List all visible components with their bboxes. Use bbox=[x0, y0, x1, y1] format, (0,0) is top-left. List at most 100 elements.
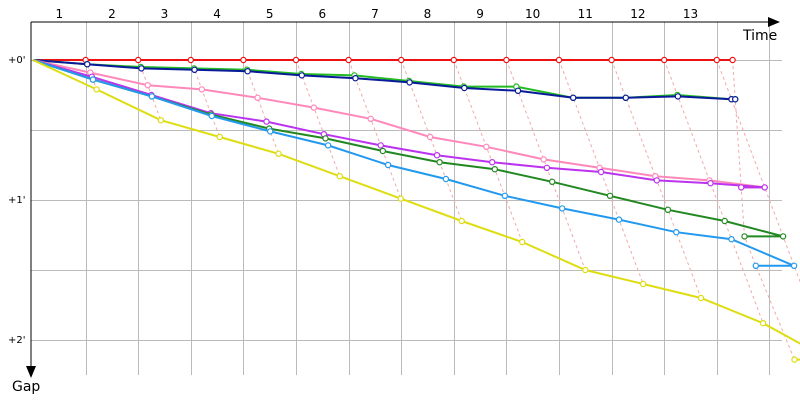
x-tick-label: 13 bbox=[683, 7, 698, 21]
series-point bbox=[324, 142, 332, 149]
series-point bbox=[570, 94, 577, 102]
series-point bbox=[489, 158, 496, 166]
series-point bbox=[322, 135, 329, 142]
series-point bbox=[622, 94, 630, 102]
series-point bbox=[93, 86, 100, 93]
series-point bbox=[752, 262, 760, 269]
series-point bbox=[461, 84, 468, 92]
x-tick-label: 1 bbox=[55, 7, 63, 21]
series-point bbox=[292, 56, 300, 64]
x-tick-label: 10 bbox=[525, 7, 540, 21]
series-point bbox=[519, 238, 526, 246]
series-point bbox=[503, 56, 510, 64]
axes: Time Gap bbox=[12, 17, 780, 395]
series-point bbox=[267, 128, 274, 135]
series-point bbox=[191, 66, 198, 74]
series-point bbox=[483, 143, 490, 150]
series-point bbox=[707, 179, 714, 187]
series-point bbox=[640, 280, 647, 288]
series-point bbox=[458, 217, 465, 225]
x-tick-label: 11 bbox=[578, 7, 593, 21]
series-point bbox=[543, 164, 551, 171]
x-tick-labels: 1 2 3 4 5 6 7 8 9 10 11 12 13 bbox=[55, 7, 698, 21]
series-point bbox=[729, 56, 736, 64]
series-point bbox=[83, 60, 91, 68]
series-point bbox=[134, 56, 142, 64]
series-point bbox=[450, 56, 457, 64]
series-point bbox=[138, 65, 145, 72]
series-point bbox=[352, 74, 359, 82]
series-point bbox=[436, 158, 443, 166]
x-tick-label: 12 bbox=[630, 7, 645, 21]
x-tick-label: 4 bbox=[213, 7, 221, 21]
series-point bbox=[254, 94, 261, 102]
x-axis-title: Time bbox=[742, 28, 777, 44]
series-point bbox=[244, 67, 251, 75]
series-point bbox=[615, 216, 623, 223]
series-point bbox=[653, 177, 661, 184]
finish-connector-line bbox=[732, 59, 795, 360]
series-point bbox=[738, 184, 745, 191]
series-point bbox=[148, 93, 156, 100]
y-tick-label: +0' bbox=[8, 55, 26, 66]
series-point bbox=[759, 320, 767, 327]
series-point bbox=[597, 168, 605, 176]
series-point bbox=[397, 195, 404, 202]
series-point bbox=[713, 56, 721, 64]
lap-connector-line bbox=[190, 59, 221, 138]
grid-lines bbox=[31, 22, 782, 375]
series-point bbox=[379, 147, 386, 155]
lap-connectors bbox=[85, 59, 800, 360]
series-point bbox=[240, 56, 247, 64]
series-point bbox=[559, 205, 566, 212]
series-point bbox=[741, 233, 748, 240]
x-tick-label: 5 bbox=[266, 7, 274, 21]
series-point bbox=[779, 233, 787, 240]
series-point bbox=[661, 56, 668, 64]
series-point bbox=[345, 56, 352, 64]
lap-connector-line bbox=[400, 59, 463, 222]
series-point bbox=[728, 235, 735, 243]
lap-connector-line bbox=[663, 59, 764, 324]
series-point bbox=[398, 56, 405, 64]
lap-connector-line bbox=[453, 59, 523, 243]
x-tick-label: 2 bbox=[108, 7, 116, 21]
series-point bbox=[514, 87, 522, 95]
series-point bbox=[89, 76, 97, 83]
x-axis-arrow-icon bbox=[768, 17, 780, 27]
series-point bbox=[732, 95, 739, 103]
series-point bbox=[721, 217, 728, 225]
series-point bbox=[697, 294, 705, 302]
y-tick-labels: +0' +1' +2' bbox=[8, 55, 26, 346]
series-lines bbox=[32, 56, 800, 363]
y-tick-label: +1' bbox=[8, 195, 26, 206]
series-point bbox=[791, 356, 798, 363]
y-axis-title: Gap bbox=[12, 379, 40, 395]
series-point bbox=[377, 142, 384, 149]
series-point bbox=[664, 206, 672, 213]
x-tick-label: 6 bbox=[318, 7, 326, 21]
series-point bbox=[426, 133, 434, 141]
series-point bbox=[433, 151, 441, 159]
series-point bbox=[298, 72, 305, 79]
y-tick-label: +2' bbox=[8, 335, 26, 346]
x-tick-label: 7 bbox=[371, 7, 379, 21]
series-point bbox=[216, 133, 223, 141]
series-point bbox=[263, 118, 270, 125]
series-point bbox=[582, 266, 589, 274]
series-point bbox=[555, 56, 563, 64]
series-point bbox=[540, 156, 547, 163]
lap-connector-line bbox=[716, 59, 800, 283]
series-point bbox=[608, 56, 615, 64]
series-point bbox=[198, 86, 205, 93]
series-point bbox=[275, 150, 282, 157]
series-point bbox=[674, 93, 682, 100]
series-point bbox=[442, 175, 450, 183]
series-point bbox=[310, 104, 318, 111]
x-tick-label: 9 bbox=[476, 7, 484, 21]
series-point bbox=[144, 81, 151, 89]
series-point bbox=[761, 184, 768, 191]
y-axis-arrow-icon bbox=[26, 366, 36, 378]
series-point bbox=[673, 228, 680, 236]
